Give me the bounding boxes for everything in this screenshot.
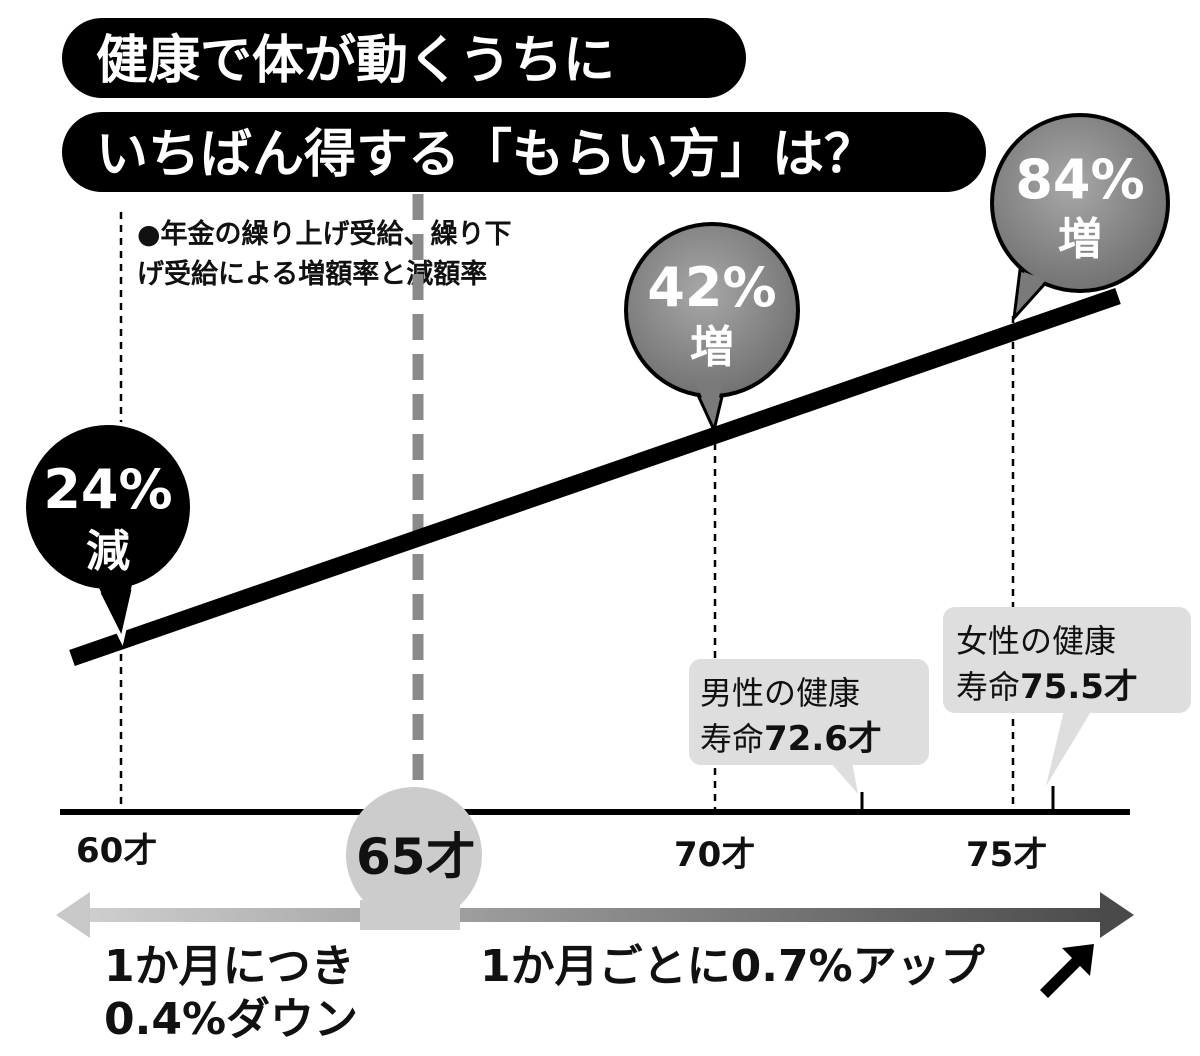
bubble-24-reduce: 24% 減 (22, 421, 194, 646)
bubble-42-pct: 42% (647, 256, 776, 319)
callout-male: 男性の健康 寿命72.6才 (689, 659, 929, 812)
tick-70: 70才 (674, 835, 755, 875)
trend-line (69, 287, 1121, 667)
callout-female-line1: 女性の健康 (956, 622, 1116, 660)
title-line-1: 健康で体が動くうちに (96, 31, 615, 91)
bubble-84-pct: 84% (1015, 148, 1144, 211)
tick-60: 60才 (76, 831, 157, 871)
bubble-42-kanji: 増 (690, 322, 734, 373)
late-rate-text: 1か月ごとに0.7%アップ (480, 941, 985, 992)
title-line-2: いちばん得する「もらい方」は？ (96, 125, 876, 185)
callout-female-box (943, 607, 1191, 713)
callout-female-line2: 寿命75.5才 (956, 667, 1138, 707)
callout-male-line2: 寿命72.6才 (700, 719, 882, 759)
subtitle-line-1: ●年金の繰り上げ受給、繰り下 (137, 218, 512, 250)
subtitle-line-2: げ受給による増額率と減額率 (137, 258, 487, 290)
up-arrow-icon (1040, 944, 1094, 998)
bubble-24-kanji: 減 (86, 526, 130, 577)
bubble-84-circle (990, 113, 1170, 293)
title-pill-2 (62, 112, 986, 192)
bubble-42-increase: 42% 増 (624, 222, 800, 435)
arrow-left-head (56, 892, 90, 938)
range-arrow (56, 892, 1134, 938)
tick-75: 75才 (966, 835, 1047, 875)
early-rate-line1: 1か月につき (104, 941, 355, 992)
bubble-84-increase: 84% 増 (990, 113, 1170, 323)
arrow-right-head (1100, 892, 1134, 938)
callout-male-box (689, 659, 929, 765)
bubble-24-pct: 24% (43, 458, 172, 521)
tick-65: 65才 (356, 828, 476, 886)
callout-female: 女性の健康 寿命75.5才 (943, 607, 1191, 812)
bubble-84-kanji: 増 (1058, 214, 1102, 265)
callout-male-line1: 男性の健康 (700, 674, 860, 712)
early-rate-line2: 0.4%ダウン (104, 994, 358, 1045)
age-65-marker (346, 787, 482, 923)
title-pill-1 (62, 18, 746, 98)
